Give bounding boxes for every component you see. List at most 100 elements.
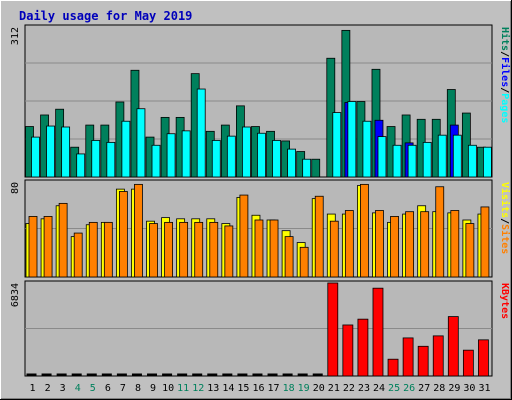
pages-bar [76, 153, 86, 178]
pages-bar [166, 133, 176, 178]
hits-files-pages-axis-label: Hits/Files/Pages [499, 27, 511, 123]
day-tick-label: 7 [120, 383, 126, 394]
sites-bar [194, 221, 204, 278]
sites-bar [224, 225, 234, 278]
sites-bar [435, 186, 445, 278]
axis-label-part: Files [499, 57, 511, 87]
sites-bar [164, 221, 173, 278]
sites-bar [43, 216, 53, 278]
pages-bar [332, 112, 342, 178]
day-tick-labels: 1 2 3 4 5 6 7 8 9 10 11 12 13 14 15 16 17 18 19 20 21 22 23 24 2… [30, 383, 491, 394]
day-tick-label: 2 [45, 383, 51, 394]
sites-bar [134, 183, 143, 278]
sites-visits-panel: 80 Visits/Sites [10, 179, 511, 278]
pages-bar [211, 140, 221, 178]
sites-bar [375, 210, 384, 278]
pages-bar [226, 135, 236, 178]
day-tick-label: 10 [162, 383, 174, 394]
hits-files-pages-max-label: 312 [10, 27, 21, 45]
pages-bar [272, 140, 281, 178]
sites-bar [58, 202, 68, 278]
pages-bar [302, 158, 312, 178]
day-tick-label: 29 [448, 383, 460, 394]
pages-bar [31, 136, 40, 178]
day-tick-label: 20 [313, 383, 325, 394]
kbytes-bar [432, 335, 444, 377]
day-tick-label: 23 [358, 383, 370, 394]
kbytes-bar [447, 316, 459, 377]
sites-bar [420, 211, 430, 278]
sites-bar [103, 221, 113, 278]
sites-visits-bars [25, 183, 490, 278]
pages-bar [242, 126, 251, 178]
sites-bar [149, 223, 158, 278]
hits-files-pages-bars [25, 29, 492, 178]
axis-label-part: Hits [499, 27, 511, 51]
pages-bar [91, 140, 101, 178]
sites-bar [269, 219, 279, 278]
sites-bar [360, 183, 369, 278]
kbytes-bars [26, 282, 489, 377]
pages-bar [181, 130, 191, 178]
pages-bar [362, 120, 372, 178]
kbytes-bar [327, 282, 339, 377]
pages-bar [392, 144, 402, 178]
pages-bar [257, 132, 266, 178]
sites-bar [390, 216, 399, 278]
pages-bar [121, 120, 131, 178]
day-tick-label: 11 [177, 383, 189, 394]
day-tick-label: 25 [388, 383, 400, 394]
day-tick-label: 5 [90, 383, 96, 394]
day-tick-label: 27 [418, 383, 430, 394]
day-tick-label: 31 [478, 383, 490, 394]
pages-bar [136, 108, 146, 178]
day-tick-label: 19 [298, 383, 310, 394]
sites-visits-axis-label: Visits/Sites [499, 182, 511, 254]
day-tick-label: 22 [343, 383, 355, 394]
pages-bar [46, 125, 55, 178]
pages-bar [61, 126, 71, 178]
day-tick-label: 8 [135, 383, 141, 394]
kbytes-bar [402, 337, 414, 377]
sites-bar [299, 246, 309, 278]
sites-bar [254, 219, 264, 278]
pages-bar [347, 101, 357, 178]
day-tick-label: 28 [433, 383, 445, 394]
pages-bar [377, 136, 387, 178]
kbytes-bar [478, 339, 489, 377]
sites-bar [450, 210, 460, 278]
axis-label-part: / [499, 87, 510, 93]
day-tick-label: 4 [75, 383, 81, 394]
hits-files-pages-panel: 312 Hits/Files/Pages [10, 24, 511, 178]
pages-bar [437, 134, 447, 178]
pages-bar [106, 141, 116, 178]
day-tick-label: 17 [268, 383, 280, 394]
kbytes-bar [462, 349, 474, 377]
axis-label-part: Visits [499, 182, 511, 218]
pages-bar [407, 144, 417, 178]
pages-bar [151, 144, 161, 178]
pages-bar [287, 148, 296, 178]
day-tick-label: 24 [373, 383, 385, 394]
sites-bar [239, 194, 249, 278]
day-tick-label: 21 [328, 383, 340, 394]
day-tick-label: 30 [463, 383, 475, 394]
day-tick-label: 15 [237, 383, 249, 394]
sites-bar [329, 220, 339, 278]
sites-bar [88, 221, 98, 278]
axis-label-part: Pages [499, 93, 510, 123]
sites-bar [465, 223, 475, 278]
day-tick-label: 13 [207, 383, 219, 394]
pages-bar [422, 141, 432, 178]
kbytes-axis-label: KBytes [499, 283, 510, 319]
sites-bar [179, 221, 189, 278]
day-tick-label: 16 [252, 383, 264, 394]
sites-bar [344, 210, 354, 278]
axis-label-part: / [499, 51, 510, 57]
day-tick-label: 14 [222, 383, 234, 394]
sites-bar [118, 191, 128, 278]
axis-label-part: Sites [499, 224, 511, 254]
kbytes-max-label: 6834 [10, 283, 21, 307]
kbytes-bar [417, 345, 429, 377]
